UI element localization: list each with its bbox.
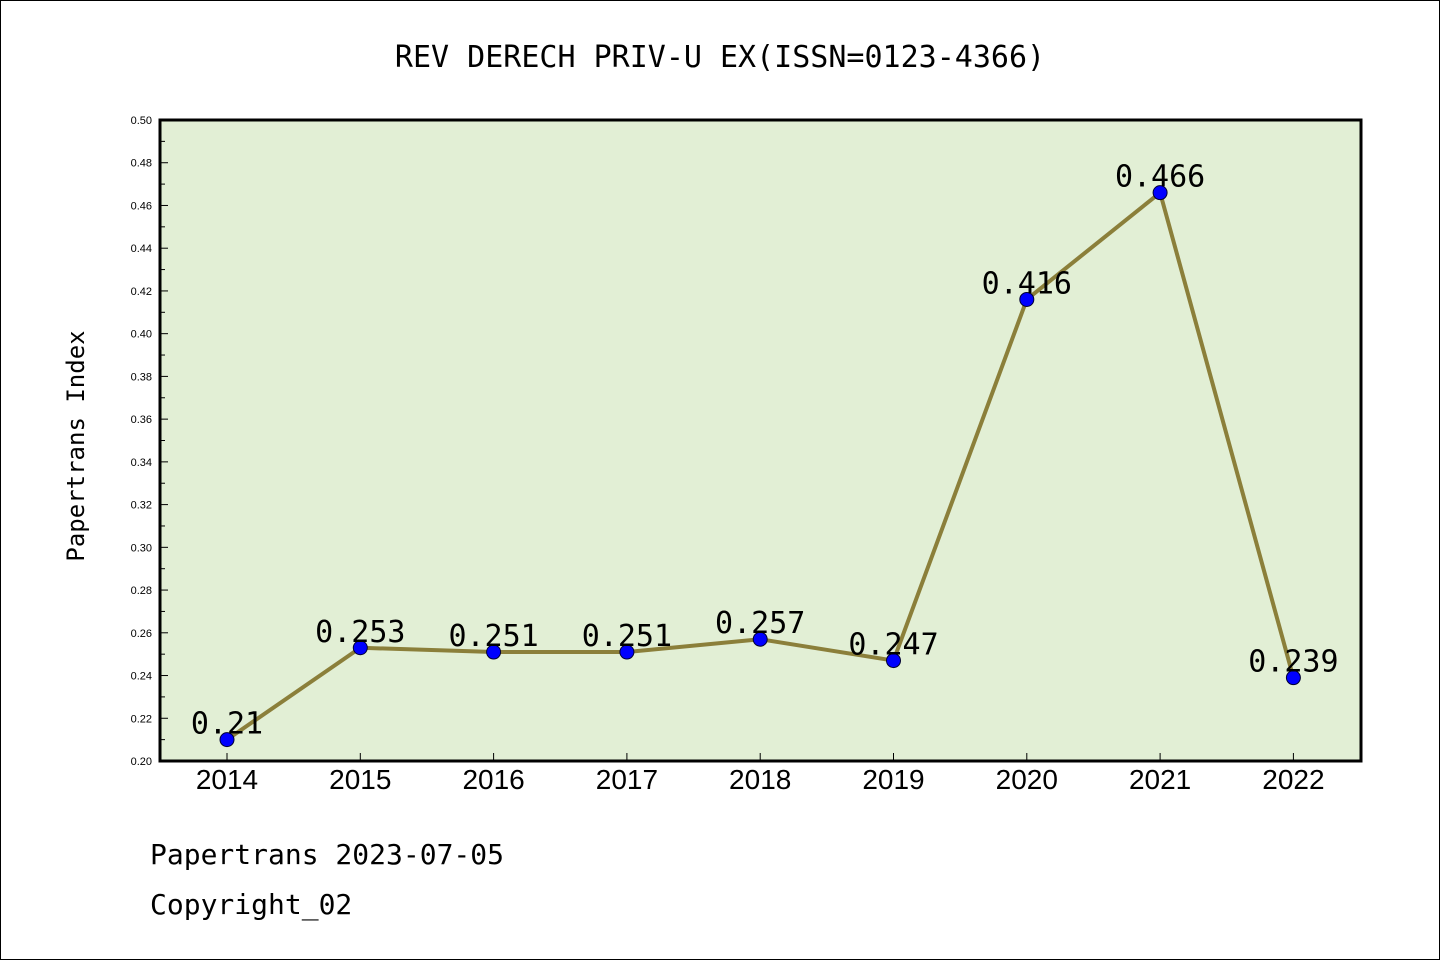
data-label: 0.247 xyxy=(848,628,938,663)
y-tick-label: 0.44 xyxy=(131,243,152,255)
x-tick-label: 2019 xyxy=(862,764,924,795)
y-tick-label: 0.20 xyxy=(131,756,152,768)
y-tick-label: 0.40 xyxy=(131,329,152,341)
x-tick-label: 2020 xyxy=(996,764,1058,795)
y-tick-label: 0.30 xyxy=(131,542,152,554)
data-labels: 0.21 0.253 0.251 0.251 0.257 0.247 0.416 0.466 0… xyxy=(191,160,1339,742)
data-label: 0.257 xyxy=(715,606,805,641)
y-tick-label: 0.26 xyxy=(131,628,152,640)
data-point xyxy=(886,653,901,669)
data-point xyxy=(1285,670,1301,686)
x-tick-label: 2014 xyxy=(196,764,258,795)
y-tick-label: 0.42 xyxy=(131,286,152,298)
data-label: 0.239 xyxy=(1248,645,1338,680)
x-tick-label: 2021 xyxy=(1129,764,1191,795)
data-point xyxy=(352,640,368,656)
x-axis-ticks: 2014 2015 2016 2017 2018 2019 2020 2021 2022 xyxy=(196,753,1325,795)
data-label: 0.416 xyxy=(982,266,1072,301)
y-tick-label: 0.34 xyxy=(131,457,152,469)
chart-title: REV DERECH PRIV-U EX(ISSN=0123-4366) xyxy=(395,40,1045,75)
y-tick-label: 0.50 xyxy=(131,115,152,127)
data-point xyxy=(752,631,768,647)
y-tick-label: 0.32 xyxy=(131,500,152,512)
plot-area xyxy=(158,118,1363,763)
x-tick-label: 2022 xyxy=(1262,764,1324,795)
data-point xyxy=(619,644,635,660)
y-tick-label: 0.22 xyxy=(131,713,152,725)
x-tick-label: 2018 xyxy=(729,764,791,795)
x-tick-label: 2017 xyxy=(596,764,658,795)
y-tick-label: 0.28 xyxy=(131,585,152,597)
series-markers xyxy=(219,185,1301,748)
y-tick-label: 0.46 xyxy=(131,200,152,212)
footer-copyright: Copyright_02 xyxy=(150,888,352,922)
data-point xyxy=(486,644,502,660)
x-tick-label: 2015 xyxy=(329,764,391,795)
data-point xyxy=(219,732,235,748)
y-axis-ticks: 0.20 0.22 0.24 0.26 0.28 0.30 0.32 0.34 0.36 0.38… xyxy=(131,115,168,768)
footer-date: Papertrans 2023-07-05 xyxy=(150,838,504,871)
x-tick-label: 2016 xyxy=(462,764,524,795)
data-label: 0.251 xyxy=(448,619,538,654)
y-tick-label: 0.36 xyxy=(131,414,152,426)
y-tick-label: 0.38 xyxy=(131,371,152,383)
data-label: 0.466 xyxy=(1115,160,1205,195)
y-tick-label: 0.24 xyxy=(131,671,152,683)
data-label: 0.21 xyxy=(191,707,263,742)
data-label: 0.251 xyxy=(582,619,672,654)
data-point xyxy=(1019,291,1035,307)
y-axis-label: Papertrans Index xyxy=(62,330,90,561)
data-point xyxy=(1152,185,1168,201)
data-label: 0.253 xyxy=(315,615,405,650)
y-tick-label: 0.48 xyxy=(131,158,152,170)
